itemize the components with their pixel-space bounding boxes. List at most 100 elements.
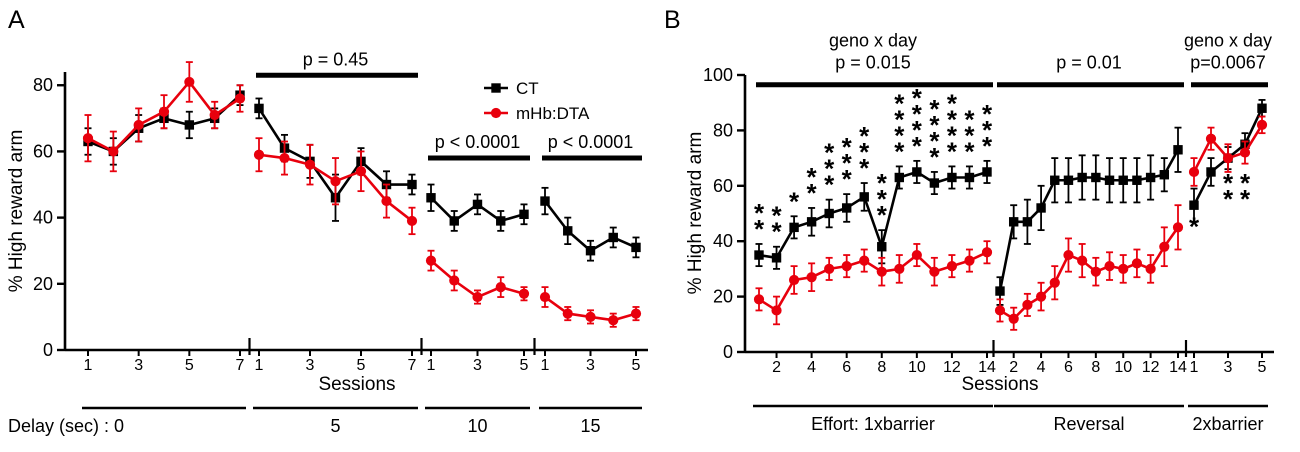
- svg-text:*: *: [894, 136, 905, 166]
- svg-text:*: *: [947, 120, 958, 150]
- svg-text:10: 10: [908, 359, 926, 376]
- svg-text:*: *: [824, 138, 835, 168]
- svg-text:*: *: [912, 83, 923, 113]
- svg-text:100: 100: [703, 65, 733, 85]
- svg-text:Sessions: Sessions: [961, 374, 1038, 395]
- svg-text:*: *: [842, 148, 853, 178]
- svg-text:3: 3: [473, 357, 482, 374]
- svg-text:*: *: [1240, 184, 1251, 214]
- svg-text:*: *: [859, 121, 870, 151]
- svg-text:60: 60: [33, 141, 53, 161]
- svg-text:2xbarrier: 2xbarrier: [1192, 414, 1263, 434]
- svg-text:80: 80: [33, 75, 53, 95]
- svg-text:*: *: [824, 154, 835, 184]
- svg-text:7: 7: [408, 357, 417, 374]
- svg-text:% High reward arm: % High reward arm: [685, 132, 706, 295]
- svg-text:Effort: 1xbarrier: Effort: 1xbarrier: [811, 414, 935, 434]
- svg-text:*: *: [894, 88, 905, 118]
- svg-text:*: *: [964, 104, 975, 134]
- panel-a-label: A: [8, 6, 25, 34]
- svg-text:*: *: [1223, 168, 1234, 198]
- svg-text:5: 5: [330, 416, 340, 436]
- svg-text:p = 0.01: p = 0.01: [1056, 53, 1122, 73]
- svg-text:1: 1: [84, 357, 93, 374]
- svg-text:% High reward arm: % High reward arm: [6, 130, 27, 293]
- svg-text:*: *: [842, 164, 853, 194]
- svg-text:*: *: [947, 136, 958, 166]
- svg-text:Reversal: Reversal: [1053, 414, 1124, 434]
- svg-text:1: 1: [541, 357, 550, 374]
- svg-text:p = 0.45: p = 0.45: [303, 49, 369, 69]
- svg-text:12: 12: [1142, 359, 1160, 376]
- svg-text:Delay (sec) : 0: Delay (sec) : 0: [8, 416, 124, 436]
- svg-text:3: 3: [1224, 359, 1233, 376]
- svg-text:*: *: [912, 115, 923, 145]
- svg-text:*: *: [964, 136, 975, 166]
- svg-text:14: 14: [1169, 359, 1187, 376]
- svg-text:*: *: [912, 99, 923, 129]
- svg-text:12: 12: [943, 359, 961, 376]
- svg-text:4: 4: [1037, 359, 1046, 376]
- svg-text:*: *: [1223, 184, 1234, 214]
- svg-text:mHb:DTA: mHb:DTA: [516, 104, 590, 123]
- svg-text:*: *: [877, 200, 888, 230]
- svg-text:*: *: [982, 115, 993, 145]
- svg-text:5: 5: [357, 357, 366, 374]
- svg-text:5: 5: [520, 357, 529, 374]
- svg-text:*: *: [842, 132, 853, 162]
- svg-text:p < 0.0001: p < 0.0001: [548, 132, 634, 152]
- svg-text:10: 10: [467, 416, 487, 436]
- svg-text:*: *: [771, 217, 782, 247]
- svg-text:*: *: [807, 162, 818, 192]
- svg-text:*: *: [754, 198, 765, 228]
- svg-text:3: 3: [306, 357, 315, 374]
- svg-text:*: *: [964, 120, 975, 150]
- svg-text:3: 3: [134, 357, 143, 374]
- panel-b-label: B: [664, 6, 681, 34]
- svg-text:p = 0.015: p = 0.015: [835, 53, 911, 73]
- svg-text:*: *: [947, 104, 958, 134]
- svg-text:*: *: [789, 186, 800, 216]
- svg-text:*: *: [877, 168, 888, 198]
- svg-text:*: *: [929, 94, 940, 124]
- svg-text:15: 15: [580, 416, 600, 436]
- svg-text:60: 60: [713, 176, 733, 196]
- svg-text:*: *: [1240, 168, 1251, 198]
- svg-text:CT: CT: [516, 79, 539, 98]
- panel-A-plot: 0 20 40 60 80 % High reward arm Sessions 1 3 5 7 De…: [6, 49, 648, 436]
- svg-text:*: *: [824, 170, 835, 200]
- svg-text:*: *: [859, 153, 870, 183]
- svg-text:1: 1: [255, 357, 264, 374]
- svg-text:8: 8: [1091, 359, 1100, 376]
- svg-text:*: *: [982, 99, 993, 129]
- svg-text:10: 10: [1114, 359, 1132, 376]
- svg-text:*: *: [859, 137, 870, 167]
- svg-text:*: *: [1189, 212, 1200, 242]
- svg-text:20: 20: [713, 287, 733, 307]
- svg-text:7: 7: [236, 357, 245, 374]
- svg-text:*: *: [807, 178, 818, 208]
- svg-text:40: 40: [33, 208, 53, 228]
- svg-text:*: *: [912, 131, 923, 161]
- svg-text:p=0.0067: p=0.0067: [1190, 53, 1266, 73]
- svg-text:Sessions: Sessions: [318, 374, 395, 395]
- svg-text:3: 3: [586, 357, 595, 374]
- svg-text:*: *: [947, 88, 958, 118]
- svg-text:5: 5: [632, 357, 641, 374]
- svg-text:*: *: [894, 104, 905, 134]
- svg-text:*: *: [929, 110, 940, 140]
- svg-text:1: 1: [427, 357, 436, 374]
- svg-text:geno x day: geno x day: [829, 31, 917, 51]
- svg-text:8: 8: [877, 359, 886, 376]
- svg-text:5: 5: [1258, 359, 1267, 376]
- svg-text:4: 4: [807, 359, 816, 376]
- svg-text:40: 40: [713, 231, 733, 251]
- svg-text:14: 14: [978, 359, 996, 376]
- svg-text:6: 6: [842, 359, 851, 376]
- svg-text:2: 2: [772, 359, 781, 376]
- svg-text:*: *: [929, 126, 940, 156]
- svg-text:2: 2: [1009, 359, 1018, 376]
